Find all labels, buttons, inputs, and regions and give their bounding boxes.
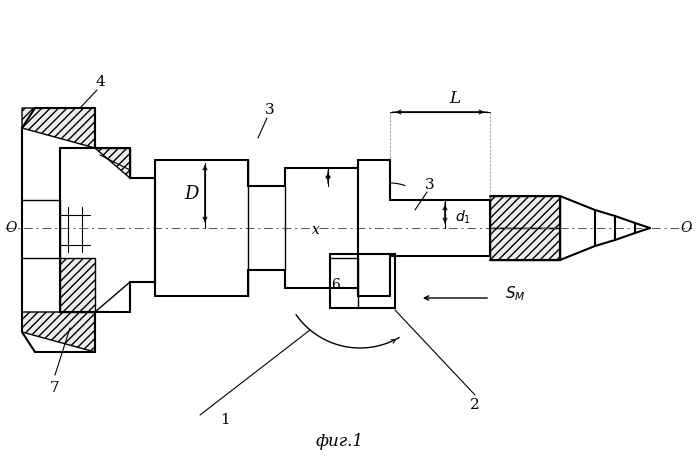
Text: 3: 3: [425, 178, 435, 192]
Text: фиг.1: фиг.1: [316, 433, 364, 450]
Text: $S_M$: $S_M$: [505, 284, 525, 303]
Polygon shape: [490, 228, 560, 260]
Text: 2: 2: [470, 398, 480, 412]
Polygon shape: [95, 282, 130, 312]
Text: 1: 1: [220, 413, 230, 427]
Text: 7: 7: [50, 381, 60, 395]
Text: O: O: [6, 221, 17, 235]
Text: $d_1$: $d_1$: [455, 208, 471, 226]
Polygon shape: [22, 108, 95, 148]
Text: D: D: [184, 185, 199, 203]
Text: O: O: [680, 221, 692, 235]
Text: x: x: [312, 223, 320, 237]
Text: 4: 4: [95, 75, 105, 89]
Polygon shape: [490, 196, 560, 228]
Text: 3: 3: [265, 103, 275, 117]
Polygon shape: [95, 148, 130, 178]
Polygon shape: [22, 312, 95, 352]
Polygon shape: [60, 258, 95, 312]
Polygon shape: [330, 254, 395, 308]
Text: L: L: [449, 89, 461, 106]
Text: 6: 6: [331, 278, 340, 292]
